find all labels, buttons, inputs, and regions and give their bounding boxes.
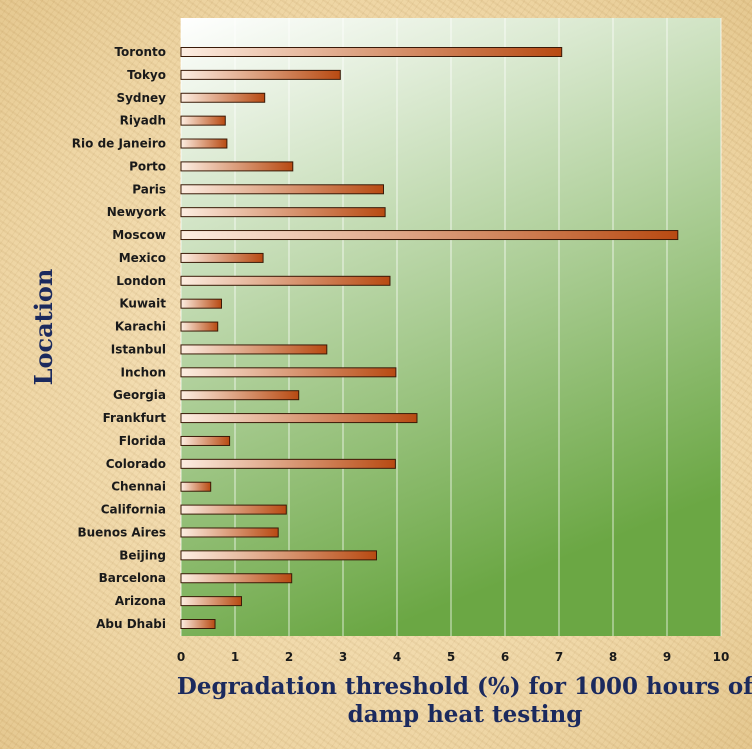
category-label: Kuwait [119,297,166,311]
category-label: Tokyo [127,68,166,82]
bar-moscow [180,230,679,241]
x-tick-label: 8 [609,650,617,664]
x-axis-title-line-1: Degradation threshold (%) for 1000 hours… [177,673,752,700]
category-label: Rio de Janeiro [72,137,166,151]
bar-abu-dhabi [180,619,216,629]
category-label: Sydney [116,91,166,105]
category-label: California [101,503,166,517]
x-tick-label: 3 [339,650,347,664]
bar-kuwait [180,298,222,309]
bar-riyadh [180,115,226,126]
bar-rio-de-janeiro [180,138,228,149]
bar-sydney [180,92,266,103]
category-label: Florida [119,434,166,448]
category-label: Moscow [112,228,166,242]
category-label: Beijing [119,548,166,562]
x-tick-label: 5 [447,650,455,664]
bar-inchon [180,367,397,378]
bar-colorado [180,458,396,469]
category-label: Karachi [115,320,166,334]
x-tick-label: 10 [713,650,730,664]
category-label: Abu Dhabi [96,617,166,631]
y-axis-title: Location [29,269,58,386]
category-label: Mexico [119,251,166,265]
category-label: Toronto [114,45,166,59]
category-label: Colorado [106,457,166,471]
x-tick-label: 0 [177,650,185,664]
category-label: Arizona [115,594,166,608]
bar-barcelona [180,573,293,584]
bar-paris [180,184,384,195]
bar-california [180,504,287,515]
bar-mexico [180,252,264,263]
bar-chennai [180,481,212,492]
category-label: Chennai [111,480,166,494]
bar-arizona [180,596,242,607]
category-label: London [116,274,166,288]
bar-buenos-aires [180,527,279,538]
category-label: Paris [132,182,166,196]
gridlines [180,18,722,636]
bar-newyork [180,207,386,218]
category-label: Istanbul [111,342,166,356]
bar-tokyo [180,69,341,80]
bar-florida [180,435,231,446]
bar-karachi [180,321,219,332]
bar-georgia [180,390,300,401]
bars [180,47,679,629]
category-label: Frankfurt [103,411,167,425]
category-label: Porto [129,159,166,173]
category-label: Inchon [121,365,166,379]
x-tick-label: 6 [501,650,509,664]
category-label: Georgia [113,388,166,402]
x-tick-label: 7 [555,650,563,664]
x-tick-label: 1 [231,650,239,664]
x-tick-label: 4 [393,650,401,664]
category-label: Barcelona [99,571,166,585]
bar-frankfurt [180,413,418,424]
bar-london [180,275,391,286]
category-labels: Toronto Tokyo Sydney Riyadh Rio de Janeiro Po… [72,45,167,631]
bar-beijing [180,550,377,561]
category-label: Riyadh [120,114,166,128]
x-tick-labels: 0 1 2 3 4 5 6 7 8 9 10 [177,650,730,664]
category-label: Buenos Aires [77,525,166,539]
x-axis-title-line-2: damp heat testing [348,701,583,728]
bar-toronto [180,47,563,57]
category-label: Newyork [107,205,167,219]
x-tick-label: 9 [663,650,671,664]
bar-porto [180,161,294,172]
x-tick-label: 2 [285,650,293,664]
bar-istanbul [180,344,328,355]
